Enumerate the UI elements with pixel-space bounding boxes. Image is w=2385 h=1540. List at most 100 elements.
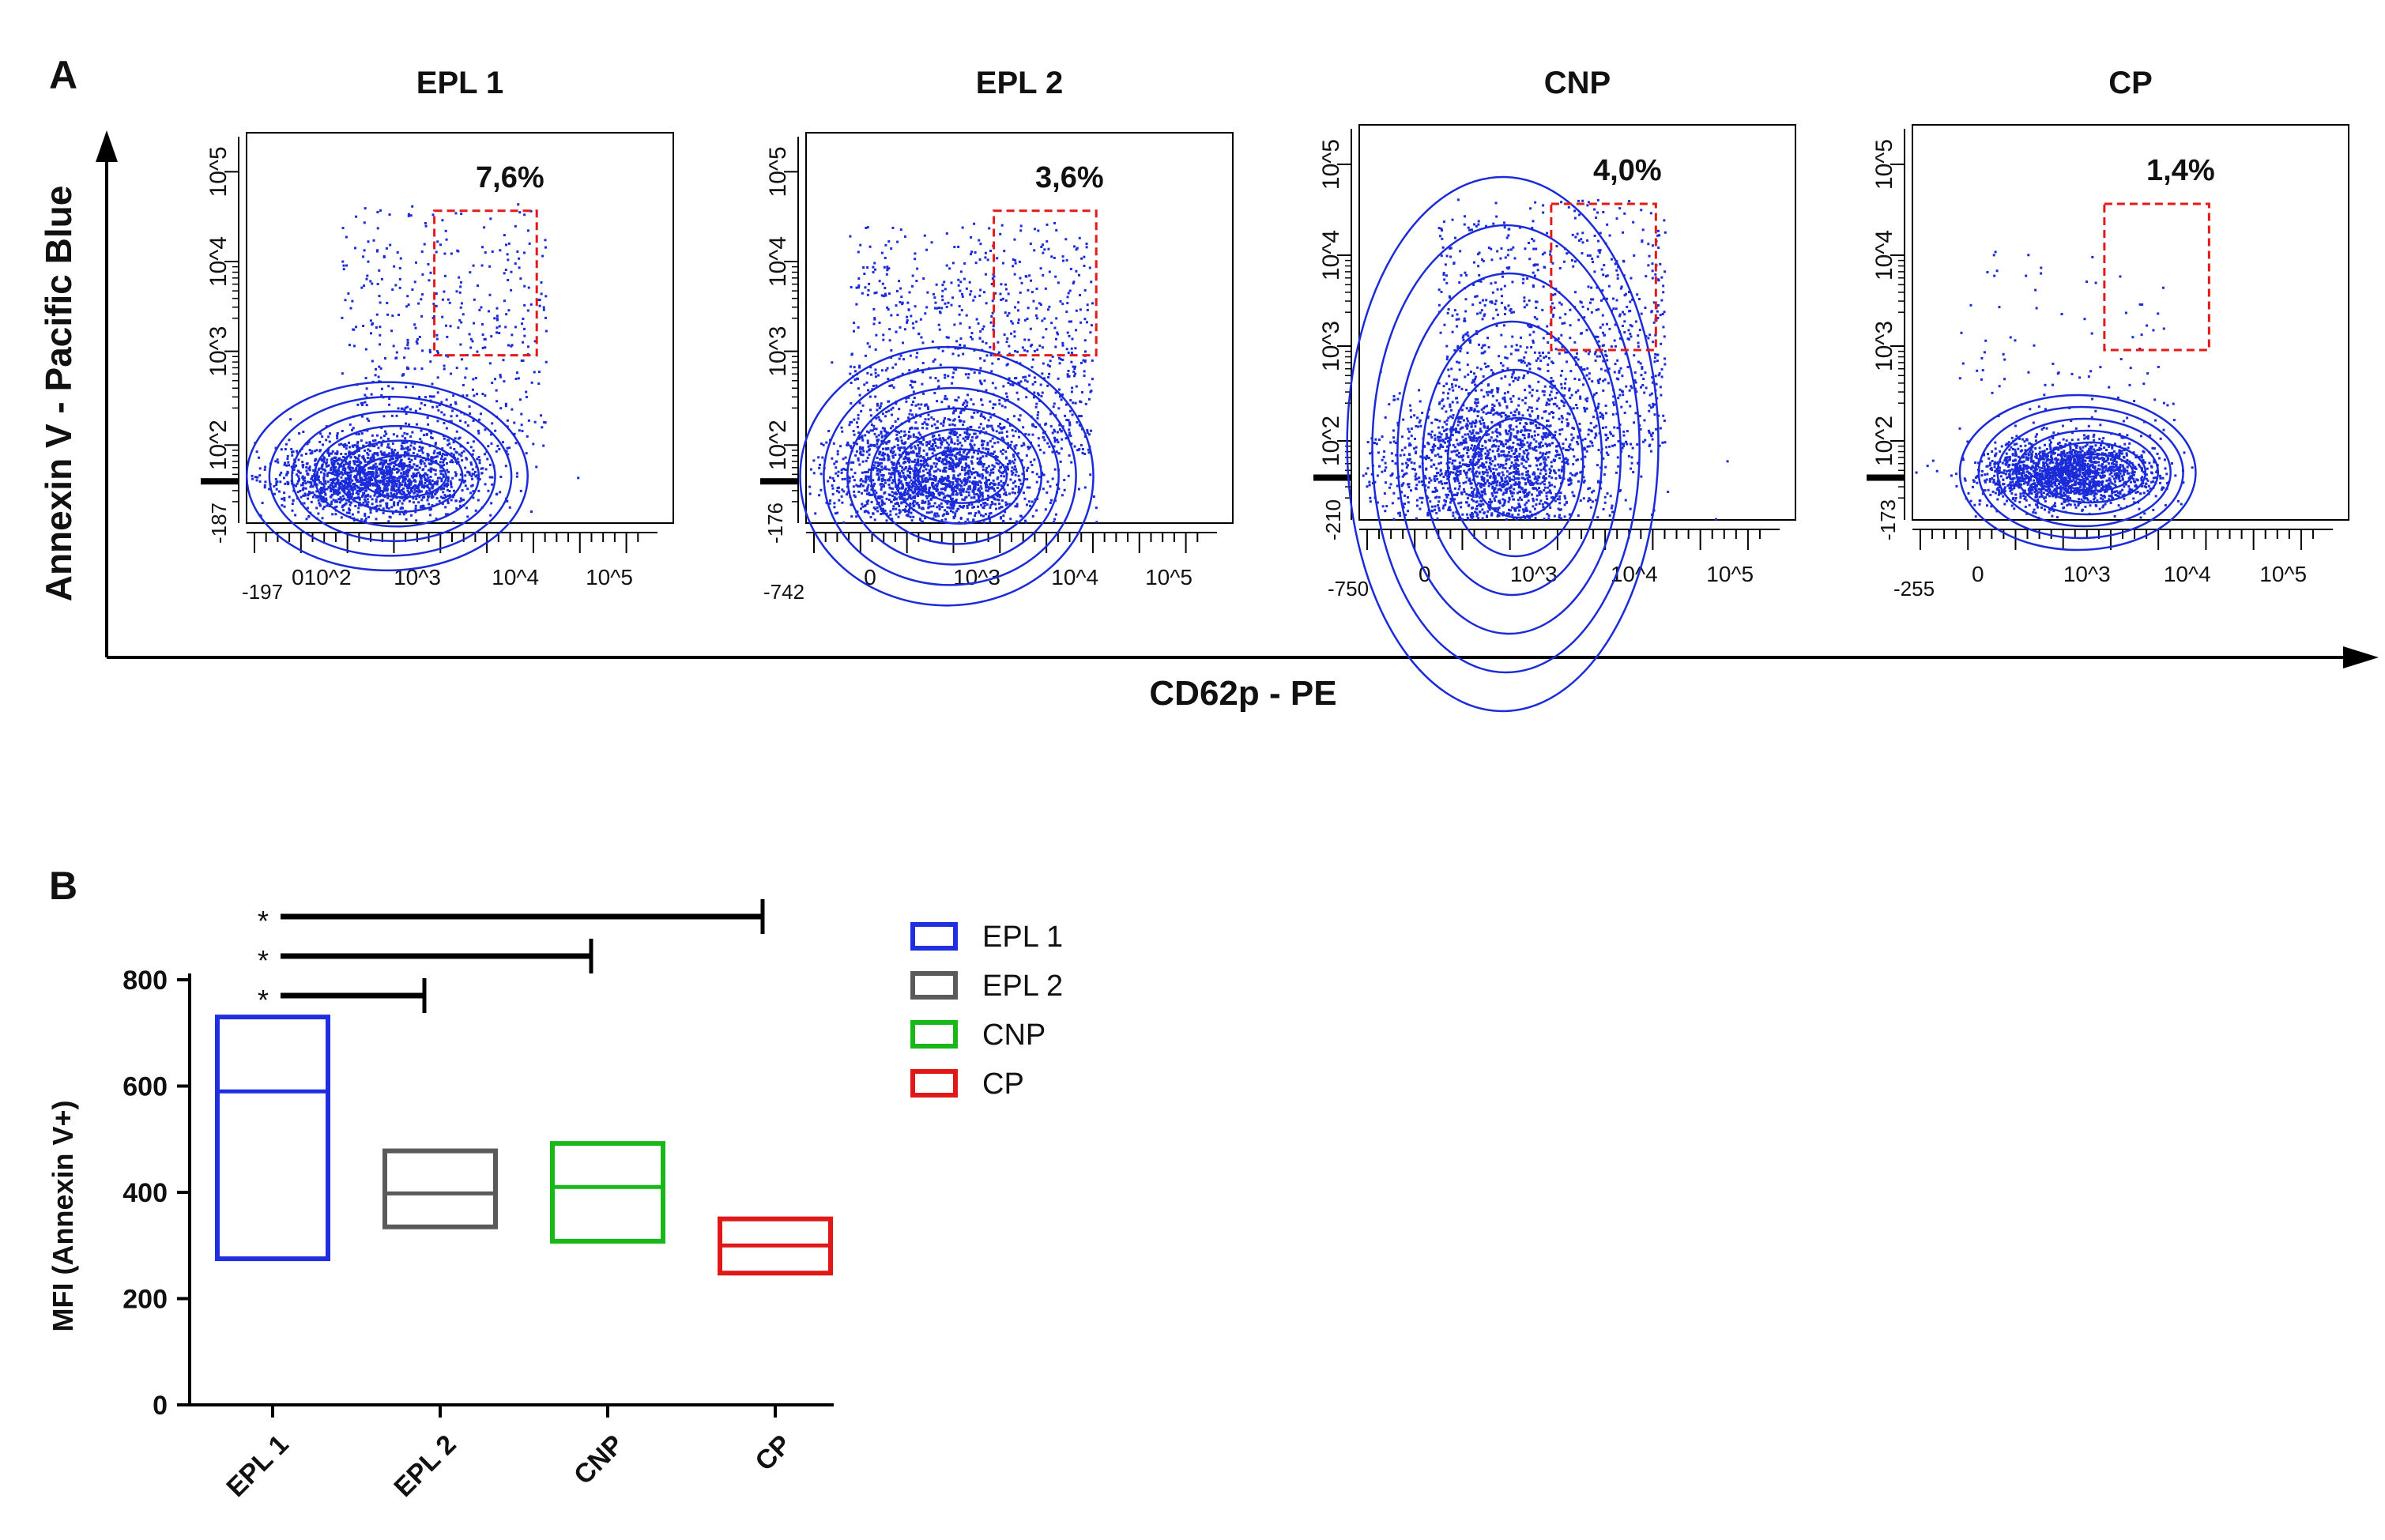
- event-dot: [332, 481, 335, 484]
- event-dot: [1049, 360, 1052, 363]
- event-dot: [434, 473, 437, 476]
- event-dot: [848, 476, 851, 480]
- event-dot: [912, 390, 915, 393]
- event-dot: [978, 511, 981, 514]
- event-dot: [839, 445, 842, 448]
- event-dot: [878, 462, 881, 465]
- event-dot: [1065, 311, 1068, 314]
- event-dot: [514, 442, 518, 445]
- event-dot: [936, 482, 940, 485]
- event-dot: [967, 512, 970, 515]
- event-dot: [369, 319, 372, 322]
- event-dot: [1064, 437, 1068, 440]
- event-dot: [316, 471, 319, 474]
- event-dot: [419, 438, 422, 441]
- event-dot: [906, 514, 910, 518]
- event-dot: [333, 461, 336, 464]
- event-dot: [397, 488, 400, 491]
- event-dot: [921, 427, 924, 430]
- event-dot: [988, 479, 991, 482]
- event-dot: [526, 309, 529, 312]
- event-dot: [882, 512, 885, 515]
- event-dot: [484, 394, 487, 397]
- event-dot: [382, 479, 385, 482]
- event-dot: [1058, 362, 1061, 365]
- event-dot: [306, 506, 309, 510]
- event-dot: [446, 502, 450, 505]
- event-dot: [934, 301, 937, 304]
- event-dot: [999, 471, 1002, 474]
- event-dot: [348, 507, 351, 510]
- event-dot: [1054, 337, 1057, 341]
- event-dot: [884, 292, 887, 296]
- event-dot: [872, 307, 876, 311]
- event-dot: [414, 480, 417, 483]
- event-dot: [369, 511, 372, 514]
- event-dot: [286, 480, 289, 484]
- event-dot: [977, 505, 980, 508]
- event-dot: [465, 457, 468, 460]
- event-dot: [942, 439, 945, 442]
- event-dot: [855, 515, 858, 518]
- event-dot: [452, 441, 455, 444]
- event-dot: [887, 267, 891, 270]
- event-dot: [1077, 415, 1080, 418]
- event-dot: [400, 464, 403, 467]
- event-dot: [470, 463, 473, 466]
- event-dot: [887, 498, 891, 501]
- event-dot: [861, 505, 865, 508]
- event-dot: [365, 495, 368, 498]
- event-dot: [979, 357, 982, 360]
- event-dot: [973, 496, 976, 499]
- event-dot: [989, 503, 993, 506]
- event-dot: [979, 503, 982, 506]
- event-dot: [382, 473, 385, 476]
- event-dot: [405, 471, 409, 474]
- event-dot: [446, 443, 450, 446]
- event-dot: [880, 431, 883, 435]
- event-dot: [356, 457, 360, 460]
- event-dot: [866, 266, 869, 269]
- gate-rect: [433, 209, 538, 357]
- event-dot: [386, 496, 390, 499]
- event-dot: [891, 454, 895, 457]
- y-zero-tick: [760, 478, 798, 485]
- event-dot: [968, 469, 971, 473]
- event-dot: [356, 440, 360, 443]
- event-dot: [1041, 346, 1044, 349]
- event-dot: [429, 436, 432, 439]
- event-dot: [900, 446, 903, 449]
- event-dot: [916, 469, 919, 472]
- contour-ring: [893, 427, 1026, 525]
- event-dot: [998, 402, 1001, 405]
- event-dot: [1067, 419, 1070, 422]
- event-dot: [910, 426, 914, 429]
- event-dot: [959, 504, 962, 507]
- event-dot: [389, 243, 392, 247]
- event-dot: [330, 488, 333, 491]
- event-dot: [917, 452, 921, 455]
- event-dot: [306, 480, 309, 484]
- event-dot: [938, 491, 941, 495]
- event-dot: [533, 340, 537, 343]
- event-dot: [1075, 248, 1078, 251]
- event-dot: [1011, 322, 1014, 325]
- event-dot: [345, 264, 349, 267]
- event-dot: [388, 466, 391, 469]
- event-dot: [844, 468, 847, 471]
- event-dot: [425, 490, 428, 493]
- event-dot: [406, 344, 409, 347]
- event-dot: [812, 472, 816, 475]
- event-dot: [907, 430, 910, 433]
- event-dot: [394, 460, 397, 463]
- event-dot: [894, 454, 897, 457]
- event-dot: [308, 449, 311, 452]
- event-dot: [858, 364, 861, 367]
- event-dot: [344, 477, 347, 480]
- event-dot: [412, 451, 415, 454]
- event-dot: [880, 439, 884, 442]
- event-dot: [414, 409, 417, 412]
- event-dot: [956, 442, 959, 446]
- event-dot: [1029, 243, 1032, 246]
- event-dot: [1053, 518, 1057, 521]
